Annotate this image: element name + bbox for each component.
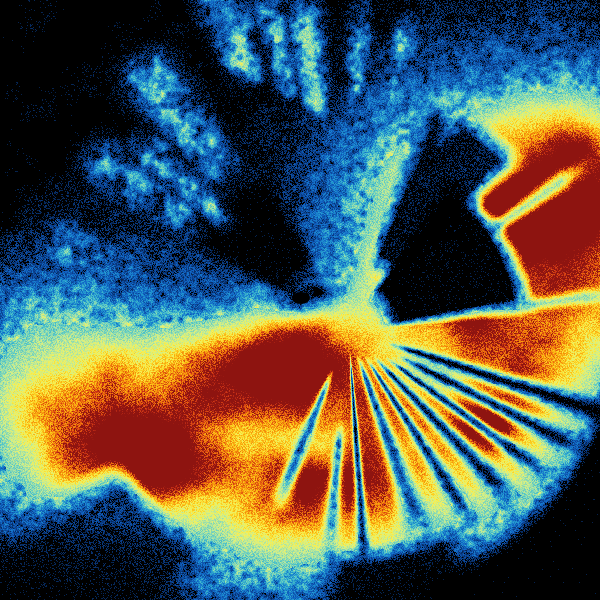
radar-reflectivity-raster <box>0 0 600 600</box>
radar-image-viewport: Radar Reflectivity Composite dBZ Plan-po… <box>0 0 600 600</box>
